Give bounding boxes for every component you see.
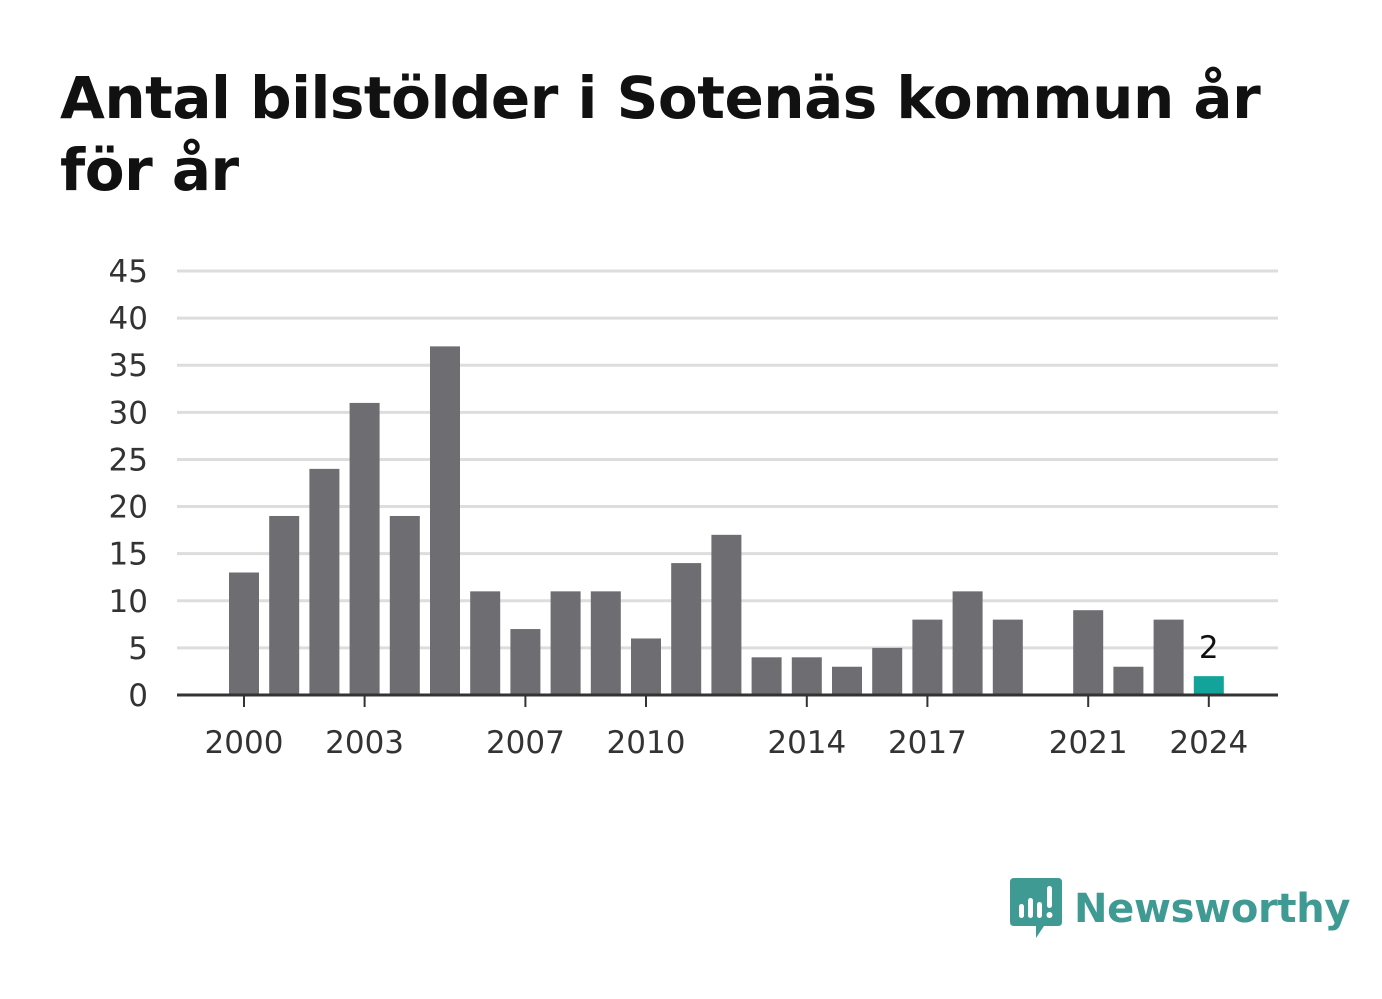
x-axis: 2000 2003 2007 2010 2014 2017 2021 2024 xyxy=(177,693,1278,761)
bar-2008 xyxy=(550,591,581,695)
y-tick-label-5: 5 xyxy=(128,631,148,667)
bar-2015 xyxy=(832,666,862,695)
newsworthy-logo-icon xyxy=(1010,878,1062,938)
bar-2004 xyxy=(389,515,420,695)
bar-2003 xyxy=(349,402,380,695)
data-labels: 2 xyxy=(1199,630,1219,666)
bar-2006 xyxy=(470,591,501,695)
bar-2009 xyxy=(590,591,621,695)
bar-2017 xyxy=(912,619,943,695)
x-tick-label-2003: 2003 xyxy=(325,725,404,761)
y-tick-label-45: 45 xyxy=(109,254,148,290)
y-axis-ticks: 0 5 10 15 20 25 30 35 40 45 xyxy=(109,254,148,714)
chart-title: Antal bilstölder i Sotenäs kommun år för… xyxy=(60,64,1261,204)
bar-2014 xyxy=(791,657,822,695)
bar-2019 xyxy=(992,619,1023,695)
bar-2000 xyxy=(229,572,259,695)
y-tick-label-0: 0 xyxy=(128,678,148,714)
y-tick-label-35: 35 xyxy=(109,348,148,384)
bar-2021 xyxy=(1073,610,1104,695)
bar-2005 xyxy=(430,346,460,695)
bar-2024 xyxy=(1193,676,1224,695)
brand-name: Newsworthy xyxy=(1074,886,1351,932)
x-tick-label-2024: 2024 xyxy=(1169,725,1248,761)
bar-2011 xyxy=(671,563,702,695)
bar-2023 xyxy=(1153,619,1184,695)
y-tick-label-15: 15 xyxy=(109,537,148,573)
brand-logo: Newsworthy xyxy=(1010,878,1351,940)
bar-2022 xyxy=(1113,666,1144,695)
x-tick-label-2017: 2017 xyxy=(888,725,967,761)
data-label-2024: 2 xyxy=(1199,630,1219,666)
bar-2018 xyxy=(952,591,983,695)
y-tick-label-20: 20 xyxy=(109,490,148,526)
y-tick-label-30: 30 xyxy=(109,395,148,431)
x-tick-label-2014: 2014 xyxy=(767,725,846,761)
bar-2010 xyxy=(631,638,661,695)
y-tick-label-40: 40 xyxy=(109,301,148,337)
y-tick-label-25: 25 xyxy=(109,442,148,478)
bar-2007 xyxy=(510,629,541,695)
bars xyxy=(229,346,1224,695)
x-tick-label-2021: 2021 xyxy=(1049,725,1128,761)
x-tick-label-2007: 2007 xyxy=(486,725,565,761)
x-tick-label-2010: 2010 xyxy=(607,725,686,761)
bar-2001 xyxy=(269,515,300,695)
y-tick-label-10: 10 xyxy=(109,584,148,620)
bar-2016 xyxy=(872,647,903,695)
bar-2012 xyxy=(711,534,742,695)
bar-2013 xyxy=(751,657,782,695)
x-tick-label-2000: 2000 xyxy=(205,725,284,761)
bar-2002 xyxy=(309,468,340,695)
